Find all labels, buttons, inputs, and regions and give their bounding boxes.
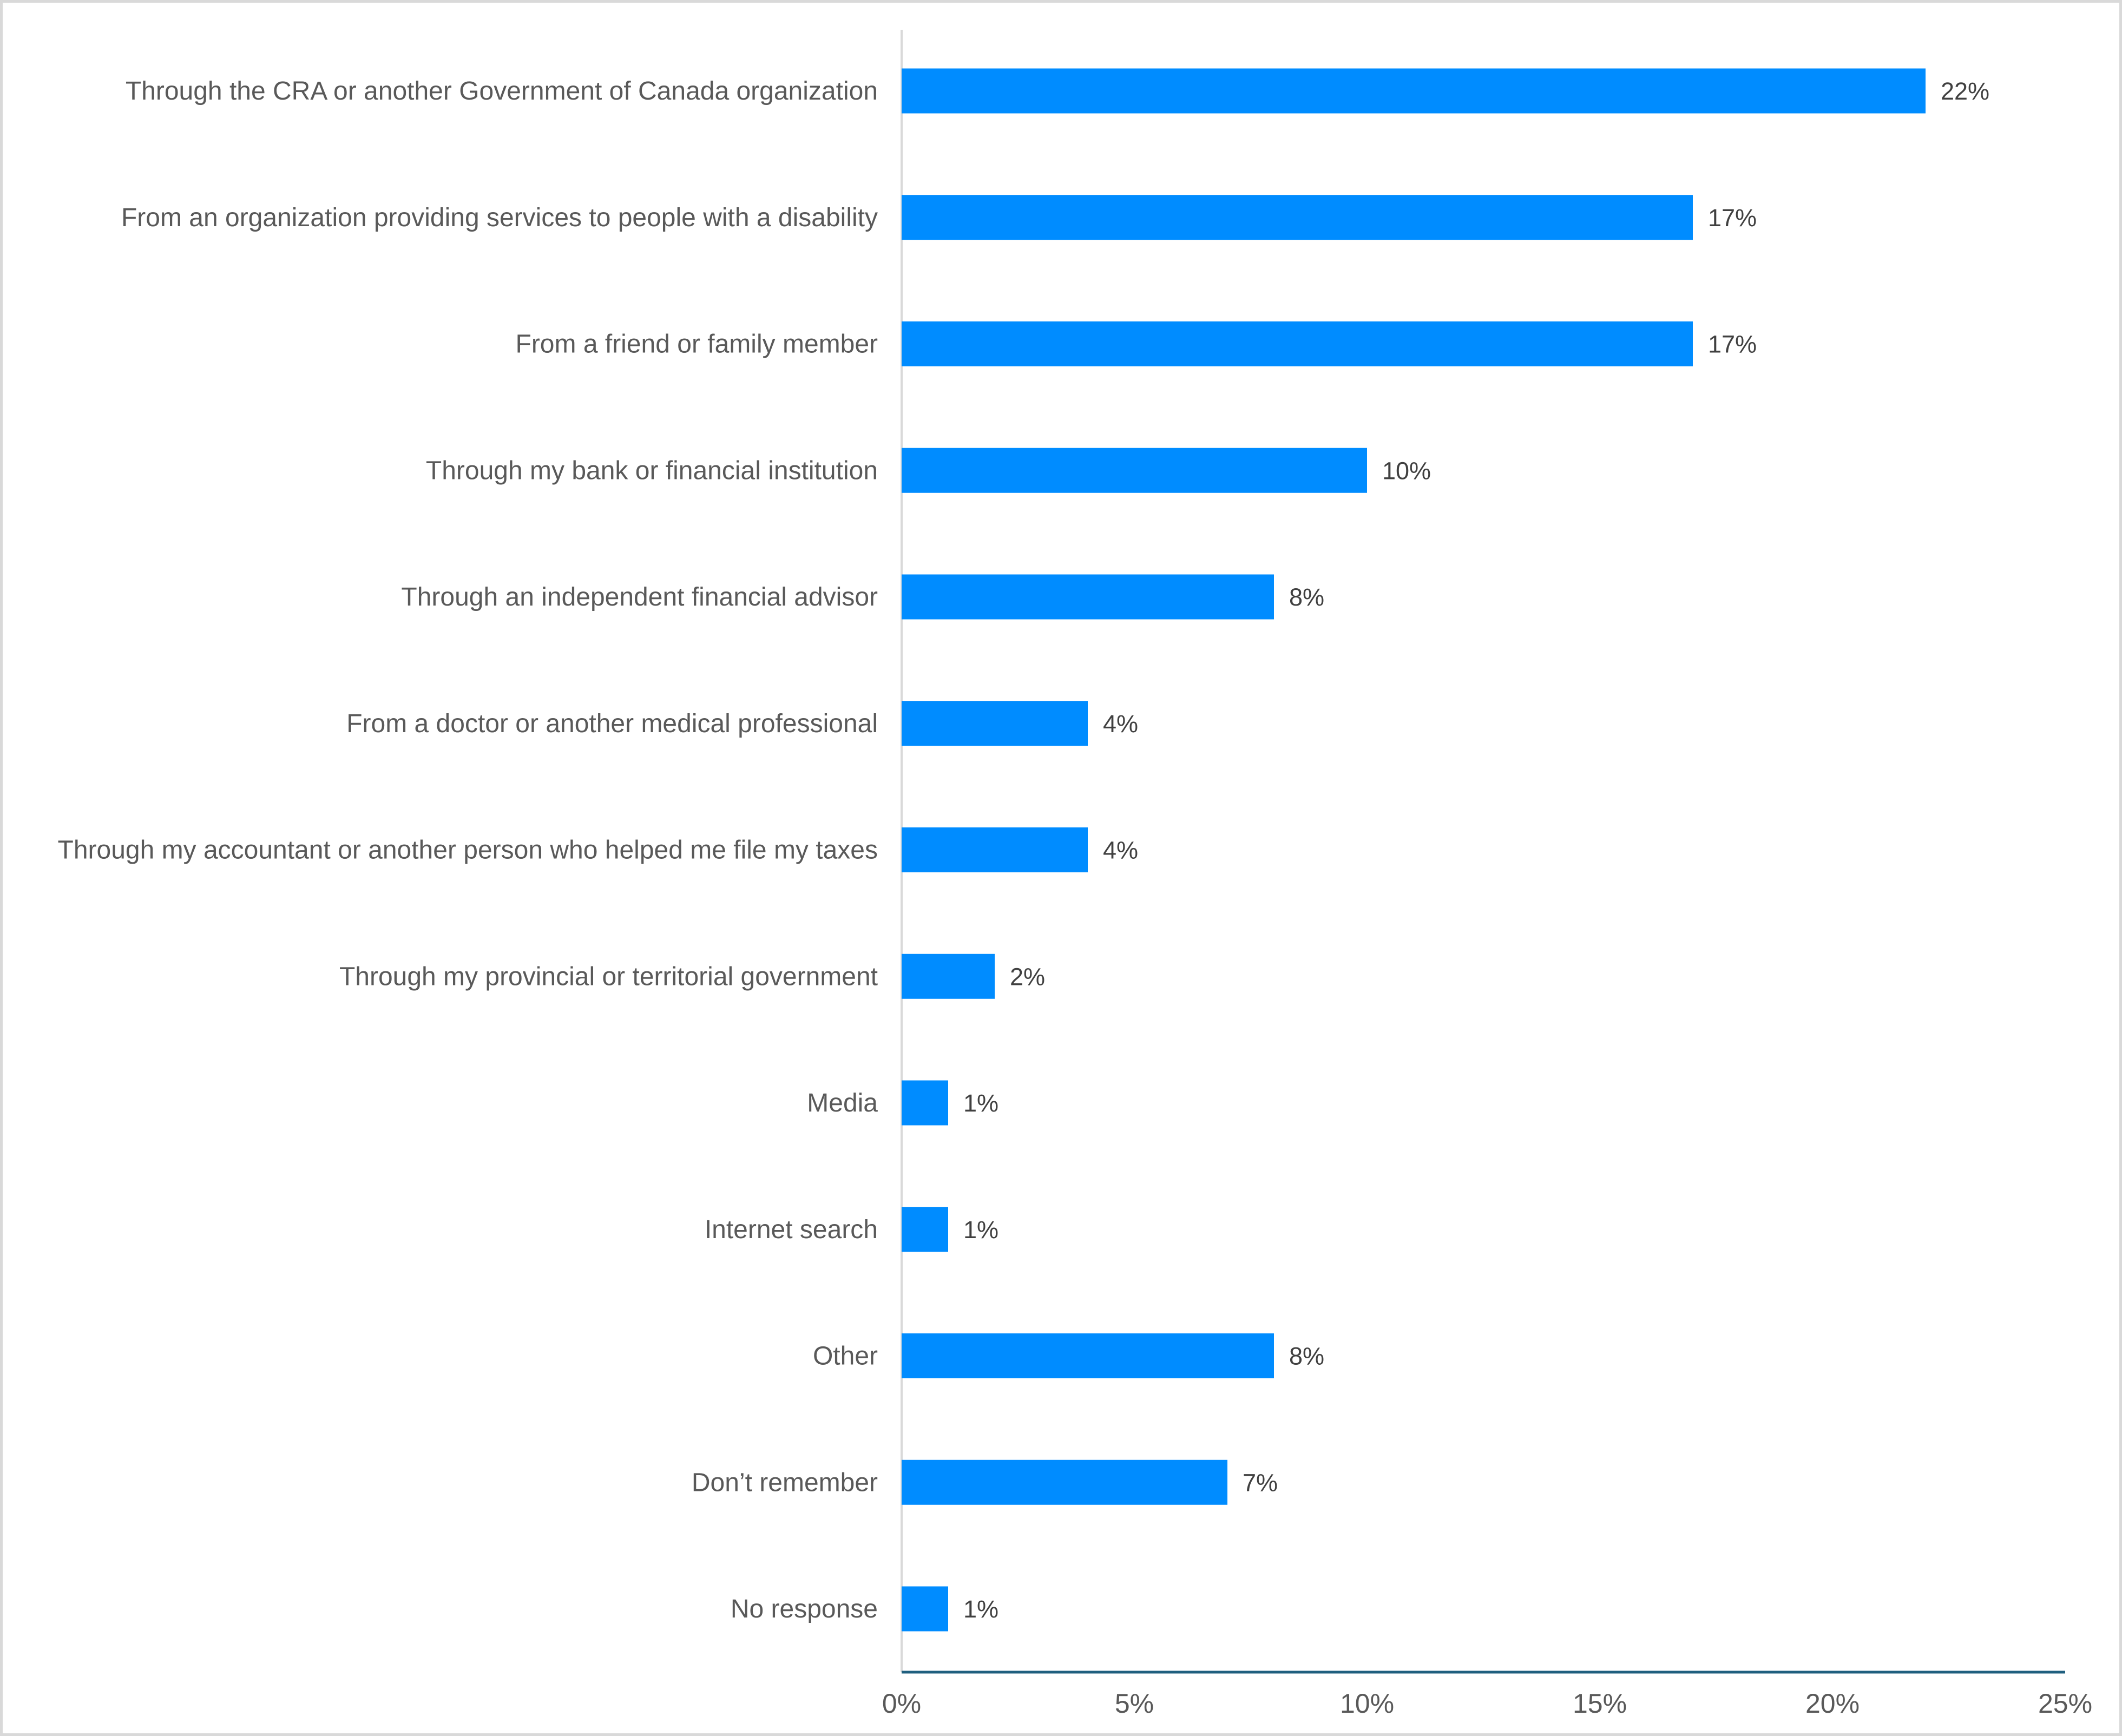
data-label: 4% (1103, 837, 1138, 864)
category-label: No response (731, 1595, 878, 1623)
category-label: Internet search (705, 1215, 878, 1244)
bar (902, 827, 1088, 872)
data-label: 17% (1708, 331, 1757, 358)
x-tick-label: 5% (1115, 1688, 1154, 1719)
bar (902, 321, 1693, 366)
bar (902, 701, 1088, 746)
category-label: Through my bank or financial institution (426, 456, 878, 485)
bar (902, 1333, 1274, 1378)
data-label: 4% (1103, 710, 1138, 738)
data-label: 17% (1708, 204, 1757, 232)
bar (902, 1080, 948, 1126)
data-label: 8% (1289, 583, 1324, 611)
bar (902, 1586, 948, 1632)
data-label: 1% (963, 1595, 998, 1623)
category-label: Through an independent financial advisor (401, 583, 878, 611)
x-tick-label: 25% (2038, 1688, 2092, 1719)
bar (902, 68, 1926, 114)
bar (902, 574, 1274, 620)
category-label: Through the CRA or another Government of… (126, 77, 878, 106)
x-tick-label: 10% (1340, 1688, 1394, 1719)
x-tick-label: 15% (1573, 1688, 1627, 1719)
category-label: From a friend or family member (516, 330, 878, 359)
data-label: 22% (1941, 77, 1989, 105)
bar (902, 954, 995, 999)
category-label: From an organization providing services … (121, 203, 878, 232)
bar (902, 1207, 948, 1252)
x-tick-label: 0% (882, 1688, 921, 1719)
category-label: Through my accountant or another person … (58, 836, 878, 865)
category-label: Through my provincial or territorial gov… (339, 962, 878, 991)
data-label: 1% (963, 1089, 998, 1117)
category-label: From a doctor or another medical profess… (346, 709, 878, 738)
data-label: 8% (1289, 1343, 1324, 1370)
data-label: 2% (1010, 963, 1045, 990)
data-label: 7% (1243, 1469, 1278, 1496)
data-label: 10% (1382, 457, 1431, 484)
category-label: Media (807, 1089, 878, 1117)
bar (902, 448, 1367, 493)
bar (902, 195, 1693, 240)
data-label: 1% (963, 1216, 998, 1244)
category-label: Don’t remember (692, 1468, 878, 1497)
category-label: Other (813, 1342, 878, 1371)
bar (902, 1459, 1227, 1505)
x-tick-label: 20% (1805, 1688, 1860, 1719)
bar-chart: Through the CRA or another Government of… (58, 30, 2092, 1719)
